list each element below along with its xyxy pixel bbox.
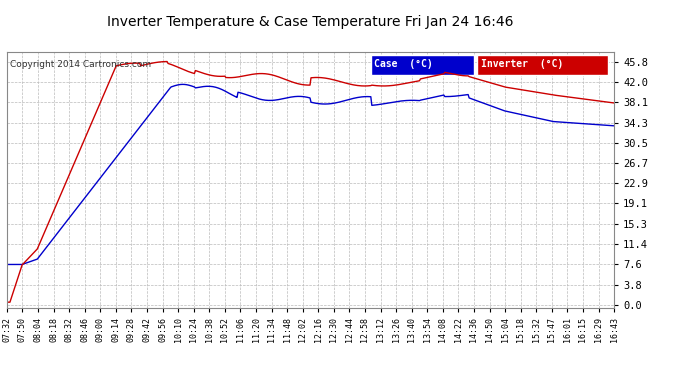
FancyBboxPatch shape — [477, 55, 608, 75]
Text: Case  (°C): Case (°C) — [374, 59, 433, 69]
Text: Inverter Temperature & Case Temperature Fri Jan 24 16:46: Inverter Temperature & Case Temperature … — [107, 15, 514, 29]
FancyBboxPatch shape — [371, 55, 475, 75]
Text: Inverter  (°C): Inverter (°C) — [480, 59, 563, 69]
Text: Copyright 2014 Cartronics.com: Copyright 2014 Cartronics.com — [10, 60, 151, 69]
